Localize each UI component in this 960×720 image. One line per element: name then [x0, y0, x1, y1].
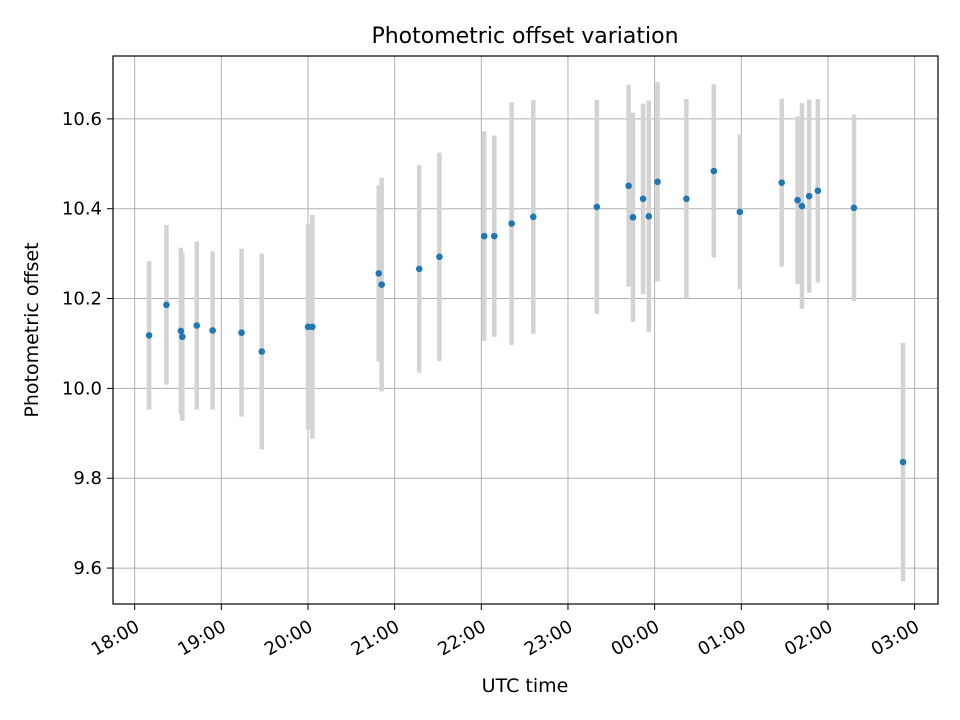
data-point — [375, 270, 383, 277]
data-point — [491, 232, 498, 240]
data-point — [778, 179, 786, 186]
data-point — [645, 213, 653, 220]
y-axis: 9.6 9.8 10.0 10.2 10.4 10.6 — [62, 109, 113, 579]
y-tick-label: 10.4 — [62, 199, 102, 220]
data-point — [529, 213, 537, 221]
data-point — [378, 281, 385, 288]
y-tick-label: 10.0 — [62, 378, 102, 399]
data-point — [508, 220, 515, 227]
data-point — [238, 329, 245, 336]
chart-title: Photometric offset variation — [371, 24, 678, 49]
data-point — [794, 196, 801, 204]
data-point — [593, 203, 601, 211]
x-axis-label: UTC time — [482, 675, 569, 697]
data-point — [258, 348, 266, 355]
data-point — [625, 182, 632, 190]
y-tick-label: 10.6 — [62, 109, 102, 130]
y-tick-label: 9.6 — [73, 558, 102, 579]
data-point — [179, 333, 186, 341]
data-point — [683, 195, 690, 203]
data-point — [814, 187, 822, 195]
data-point — [710, 167, 718, 175]
data-points — [145, 167, 907, 466]
plot-frame — [112, 55, 939, 605]
data-point — [805, 192, 813, 200]
data-point — [145, 332, 153, 339]
data-point — [899, 458, 907, 466]
data-point — [639, 195, 647, 203]
data-point — [436, 253, 443, 261]
data-point — [736, 208, 744, 216]
data-point — [309, 323, 316, 331]
data-point — [798, 202, 806, 210]
data-point — [629, 213, 637, 221]
data-point — [193, 322, 201, 329]
data-point — [480, 232, 488, 240]
data-point — [415, 265, 423, 273]
data-point — [654, 178, 661, 186]
data-point — [850, 204, 858, 212]
data-point — [177, 327, 185, 335]
data-point — [209, 327, 216, 334]
y-tick-label: 10.2 — [62, 289, 102, 310]
y-axis-label: Photometric offset — [21, 242, 43, 417]
y-tick-label: 9.8 — [73, 468, 102, 489]
data-point — [163, 301, 170, 309]
